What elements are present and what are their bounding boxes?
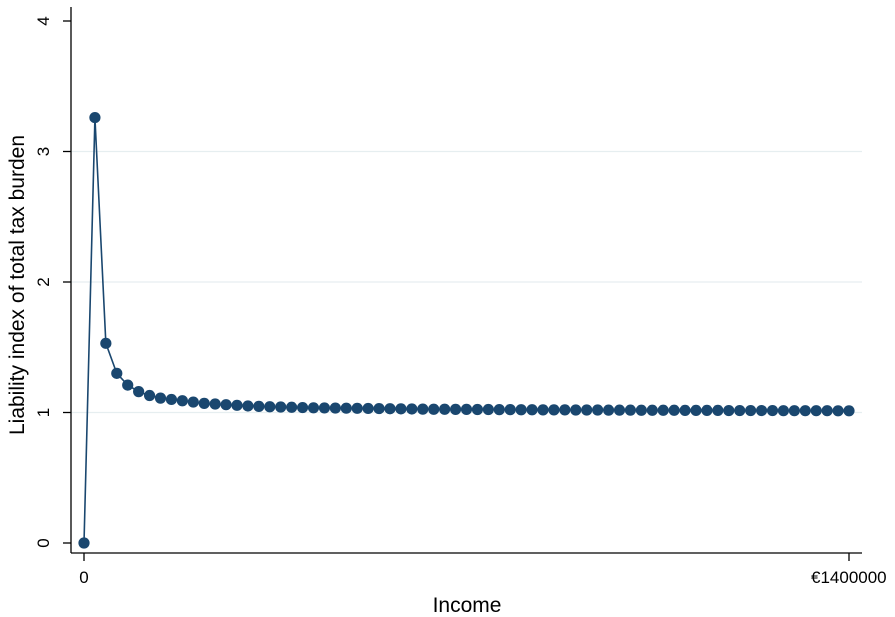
data-point bbox=[723, 404, 735, 417]
data-point bbox=[592, 404, 604, 416]
data-point bbox=[439, 403, 451, 415]
data-point bbox=[482, 403, 494, 416]
data-point bbox=[286, 401, 298, 413]
data-point bbox=[209, 398, 221, 410]
y-ticks: 0 1 2 3 4 bbox=[34, 16, 71, 548]
data-point bbox=[460, 403, 473, 415]
data-point bbox=[624, 404, 637, 416]
data-point bbox=[449, 403, 462, 415]
data-point bbox=[100, 337, 112, 349]
data-point bbox=[329, 402, 341, 414]
data-point bbox=[165, 393, 178, 406]
x-tick-label: 0 bbox=[79, 568, 88, 587]
data-point bbox=[143, 389, 156, 402]
data-point bbox=[198, 397, 210, 409]
data-point bbox=[712, 404, 724, 417]
data-point bbox=[220, 399, 232, 411]
data-point bbox=[351, 402, 363, 414]
data-point bbox=[570, 404, 582, 416]
data-point bbox=[154, 392, 167, 404]
data-point bbox=[89, 111, 101, 124]
data-point bbox=[187, 396, 199, 408]
x-ticks: 0 €1400000 bbox=[79, 553, 887, 587]
data-point bbox=[613, 404, 626, 416]
data-point bbox=[242, 400, 254, 412]
data-point bbox=[799, 405, 811, 417]
data-point bbox=[657, 404, 669, 416]
data-point bbox=[428, 403, 440, 415]
data-point bbox=[78, 537, 90, 549]
y-tick-label: 4 bbox=[34, 16, 53, 25]
y-tick-label: 3 bbox=[34, 147, 53, 156]
data-point bbox=[745, 404, 757, 417]
data-point bbox=[526, 404, 538, 416]
data-point bbox=[395, 403, 407, 415]
data-point bbox=[559, 404, 571, 416]
data-series bbox=[78, 111, 855, 549]
data-point bbox=[810, 405, 822, 417]
data-point bbox=[734, 404, 746, 417]
data-point bbox=[318, 402, 331, 414]
data-point bbox=[515, 404, 527, 416]
x-axis-title: Income bbox=[433, 594, 502, 617]
data-point bbox=[635, 404, 647, 416]
data-point bbox=[777, 405, 790, 417]
data-point bbox=[581, 404, 593, 416]
data-point bbox=[755, 404, 768, 417]
data-point bbox=[373, 402, 385, 415]
data-point bbox=[264, 401, 276, 413]
y-tick-label: 1 bbox=[34, 408, 53, 417]
data-point bbox=[340, 402, 352, 414]
data-point bbox=[493, 404, 505, 416]
y-tick-label: 0 bbox=[34, 538, 53, 547]
gridlines bbox=[71, 150, 862, 414]
data-point bbox=[296, 401, 309, 414]
data-point bbox=[406, 403, 418, 415]
data-point bbox=[766, 404, 779, 417]
data-point bbox=[122, 379, 134, 391]
data-point bbox=[275, 401, 287, 413]
data-point bbox=[821, 405, 833, 417]
data-point bbox=[832, 405, 844, 417]
data-point bbox=[231, 399, 243, 411]
y-tick-label: 2 bbox=[34, 277, 53, 286]
data-point bbox=[701, 404, 713, 417]
data-point bbox=[111, 367, 123, 379]
y-axis-title: Liability index of total tax burden bbox=[6, 135, 29, 435]
data-point bbox=[548, 404, 560, 416]
data-point bbox=[690, 404, 702, 417]
data-point bbox=[843, 405, 855, 417]
data-point bbox=[253, 400, 265, 412]
data-point bbox=[176, 395, 188, 407]
x-tick-label: €1400000 bbox=[811, 568, 887, 587]
data-point bbox=[602, 404, 615, 416]
data-point bbox=[504, 404, 516, 416]
data-point bbox=[679, 404, 691, 417]
series-line bbox=[83, 117, 849, 544]
data-point bbox=[668, 404, 680, 416]
data-point bbox=[384, 403, 396, 415]
data-point bbox=[788, 405, 800, 417]
data-point bbox=[307, 402, 320, 414]
data-point bbox=[471, 403, 484, 416]
data-point bbox=[133, 386, 145, 398]
data-point bbox=[537, 404, 549, 416]
data-point bbox=[417, 403, 429, 415]
data-point bbox=[362, 402, 374, 415]
data-point bbox=[646, 404, 658, 416]
